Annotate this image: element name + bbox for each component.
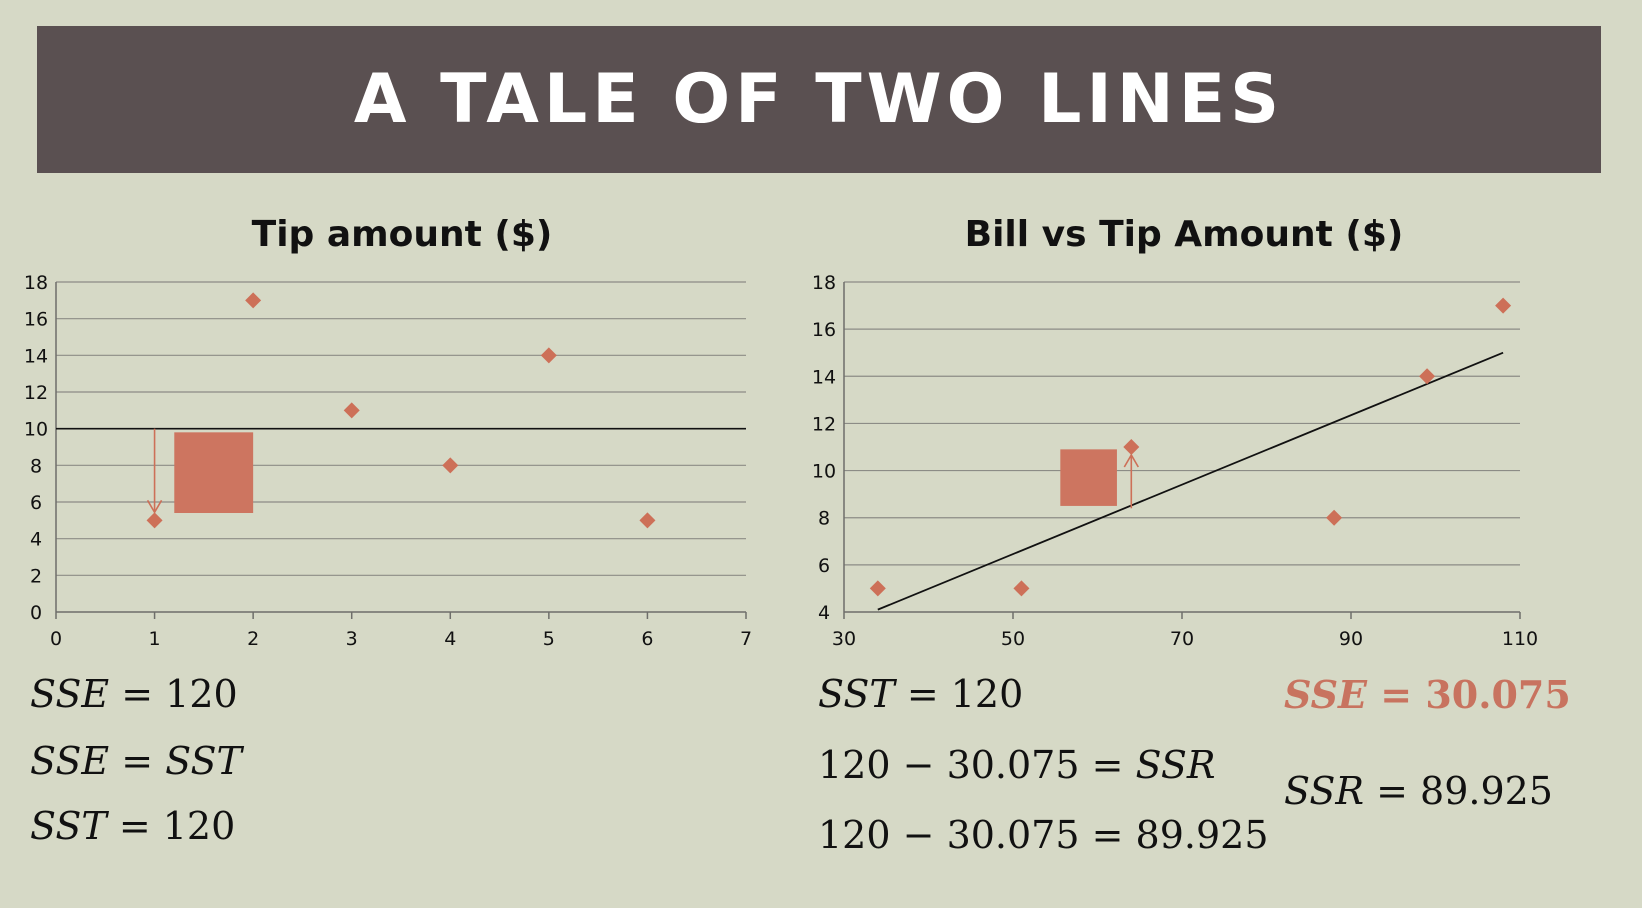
right-y-tick-label: 16 <box>812 319 836 341</box>
right-data-point <box>1013 580 1030 597</box>
right-data-point <box>1419 368 1436 385</box>
left-data-point <box>146 512 163 529</box>
left-residual-square <box>174 432 254 513</box>
left-y-tick-label: 10 <box>24 419 48 441</box>
left-y-tick-label: 18 <box>24 272 48 294</box>
right-residual-square <box>1060 449 1117 506</box>
right-y-tick-label: 8 <box>818 508 830 530</box>
right-chart: 4 6 8 10 12 14 16 18 30 50 70 90 110 <box>812 272 1538 650</box>
right-x-tick-label: 90 <box>1339 628 1363 650</box>
left-x-tick-label: 4 <box>444 628 456 650</box>
right-y-tick-label: 6 <box>818 555 830 577</box>
title-banner: A TALE OF TWO LINES <box>37 26 1601 173</box>
left-x-tick-label: 5 <box>543 628 555 650</box>
right-y-tick-label: 12 <box>812 413 836 435</box>
left-eq-1-lhs: SSE <box>30 672 110 716</box>
left-eq-3-lhs: SST <box>30 804 107 848</box>
right-x-tick-label: 110 <box>1502 628 1538 650</box>
left-y-tick-label: 2 <box>30 565 42 587</box>
left-chart-title: Tip amount ($) <box>251 214 553 255</box>
right-eq-step2-rhs: 89.925 <box>1135 813 1269 857</box>
left-y-tick-label: 12 <box>24 382 48 404</box>
left-x-tick-label: 6 <box>641 628 653 650</box>
left-x-tick-label: 0 <box>50 628 62 650</box>
right-eq-sst-lhs: SST <box>818 672 895 716</box>
right-y-tick-label: 4 <box>818 602 830 624</box>
right-x-tick-label: 30 <box>832 628 856 650</box>
right-eq-ssr-rhs: 89.925 <box>1420 769 1553 813</box>
left-eq-3-rhs: 120 <box>162 804 236 848</box>
right-eq-step1-b: 30.075 <box>946 743 1080 787</box>
right-eq-step2-a: 120 <box>818 813 891 857</box>
right-y-tick-label: 18 <box>812 272 836 294</box>
right-eq-sst: SST = 120 <box>818 672 1024 716</box>
left-eq-1: SSE = 120 <box>30 672 238 716</box>
left-x-tick-label: 2 <box>247 628 259 650</box>
right-x-tick-label: 50 <box>1001 628 1025 650</box>
right-eq-ssr: SSR = 89.925 <box>1284 769 1553 813</box>
left-eq-2: SSE = SST <box>30 739 242 783</box>
left-data-point <box>343 402 360 419</box>
left-eq-2-lhs: SSE <box>30 739 110 783</box>
left-x-tick-label: 1 <box>149 628 161 650</box>
right-eq-step2: 120 − 30.075 = 89.925 <box>818 813 1269 857</box>
right-data-point <box>1123 439 1140 455</box>
left-data-point <box>442 457 459 474</box>
right-eq-step1-op: − <box>902 743 935 787</box>
left-data-point <box>245 292 262 309</box>
left-eq-3: SST = 120 <box>30 804 236 848</box>
left-y-tick-label: 4 <box>30 529 42 551</box>
left-data-point <box>639 512 656 529</box>
left-y-tick-label: 0 <box>30 602 42 624</box>
right-eq-step2-b: 30.075 <box>946 813 1080 857</box>
left-x-tick-label: 3 <box>346 628 358 650</box>
right-data-point <box>869 580 886 597</box>
left-eq-2-rhs: SST <box>165 739 242 783</box>
right-x-tick-label: 70 <box>1170 628 1194 650</box>
right-eq-step1-rhs: SSR <box>1135 743 1216 787</box>
left-eq-1-rhs: 120 <box>165 672 238 716</box>
right-eq-sse-lhs: SSE <box>1284 672 1368 717</box>
right-eq-step2-op: − <box>902 813 935 857</box>
left-data-point <box>540 347 557 364</box>
right-y-tick-label: 14 <box>812 366 836 388</box>
slide-title: A TALE OF TWO LINES <box>353 60 1285 139</box>
right-eq-sst-rhs: 120 <box>950 672 1024 716</box>
right-chart-title: Bill vs Tip Amount ($) <box>964 214 1404 255</box>
right-y-tick-label: 10 <box>812 461 836 483</box>
right-eq-step1-a: 120 <box>818 743 891 787</box>
right-data-point <box>1495 297 1512 314</box>
left-y-tick-label: 8 <box>30 455 42 477</box>
left-y-tick-label: 6 <box>30 492 42 514</box>
right-data-point <box>1326 509 1343 526</box>
left-y-tick-label: 14 <box>24 345 48 367</box>
left-y-tick-label: 16 <box>24 309 48 331</box>
left-x-tick-label: 7 <box>740 628 752 650</box>
right-eq-step1: 120 − 30.075 = SSR <box>818 743 1216 787</box>
right-eq-sse-rhs: 30.075 <box>1425 672 1571 717</box>
right-eq-ssr-lhs: SSR <box>1284 769 1365 813</box>
right-eq-sse: SSE = 30.075 <box>1284 672 1571 717</box>
right-regression-line <box>877 351 1504 611</box>
